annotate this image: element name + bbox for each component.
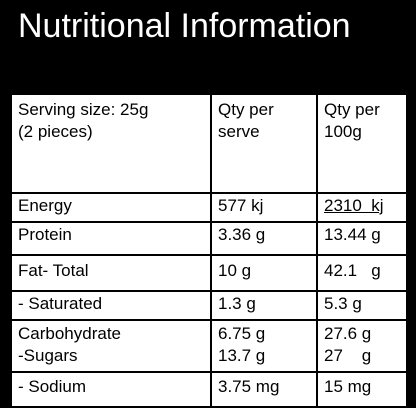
energy-100g-value: 2310 kj	[324, 196, 384, 215]
per-serve-value: 6.75 g 13.7 g	[210, 319, 318, 373]
page-title: Nutritional Information	[18, 7, 351, 45]
per-100g-header: Qty per 100g	[316, 93, 408, 194]
table-row: - Sodium 3.75 mg 15 mg	[10, 371, 408, 408]
per-serve-header: Qty per serve	[210, 93, 318, 194]
per-serve-header-line2: serve	[218, 122, 260, 141]
row-label: Protein	[10, 221, 212, 256]
sugars-label: -Sugars	[18, 346, 78, 365]
per-serve-value: 3.36 g	[210, 221, 318, 256]
per-serve-value: 10 g	[210, 254, 318, 292]
table-row: Fat- Total 10 g 42.1 g	[10, 254, 408, 292]
per-serve-value: 3.75 mg	[210, 371, 318, 408]
per-serve-value: 577 kj	[210, 192, 318, 223]
serving-pieces-label: (2 pieces)	[18, 122, 93, 141]
row-label: Fat- Total	[10, 254, 212, 292]
per-100g-value: 2310 kj	[316, 192, 408, 223]
per-100g-header-line2: 100g	[324, 122, 362, 141]
sugars-serve-value: 13.7 g	[218, 346, 266, 365]
table-row: Protein 3.36 g 13.44 g	[10, 221, 408, 256]
carbohydrate-100g-value: 27.6 g	[324, 324, 372, 343]
carbohydrate-serve-value: 6.75 g	[218, 324, 266, 343]
row-label: - Sodium	[10, 371, 212, 408]
carbohydrate-label: Carbohydrate	[18, 324, 122, 343]
per-100g-value: 27.6 g 27 g	[316, 319, 408, 373]
per-100g-value: 13.44 g	[316, 221, 408, 256]
per-100g-value: 15 mg	[316, 371, 408, 408]
serving-size-label: Serving size: 25g	[18, 100, 149, 119]
table-row: Carbohydrate -Sugars 6.75 g 13.7 g 27.6 …	[10, 319, 408, 373]
per-serve-value: 1.3 g	[210, 290, 318, 321]
row-label: Carbohydrate -Sugars	[10, 319, 212, 373]
row-label: - Saturated	[10, 290, 212, 321]
sugars-100g-value: 27 g	[324, 346, 372, 365]
per-serve-header-line1: Qty per	[218, 100, 274, 119]
per-100g-value: 5.3 g	[316, 290, 408, 321]
table-header-row: Serving size: 25g (2 pieces) Qty per ser…	[10, 93, 408, 194]
serving-size-cell: Serving size: 25g (2 pieces)	[10, 93, 212, 194]
per-100g-value: 42.1 g	[316, 254, 408, 292]
row-label: Energy	[10, 192, 212, 223]
nutrition-table: Serving size: 25g (2 pieces) Qty per ser…	[10, 93, 408, 408]
table-row: Energy 577 kj 2310 kj	[10, 192, 408, 223]
per-100g-header-line1: Qty per	[324, 100, 380, 119]
table-row: - Saturated 1.3 g 5.3 g	[10, 290, 408, 321]
